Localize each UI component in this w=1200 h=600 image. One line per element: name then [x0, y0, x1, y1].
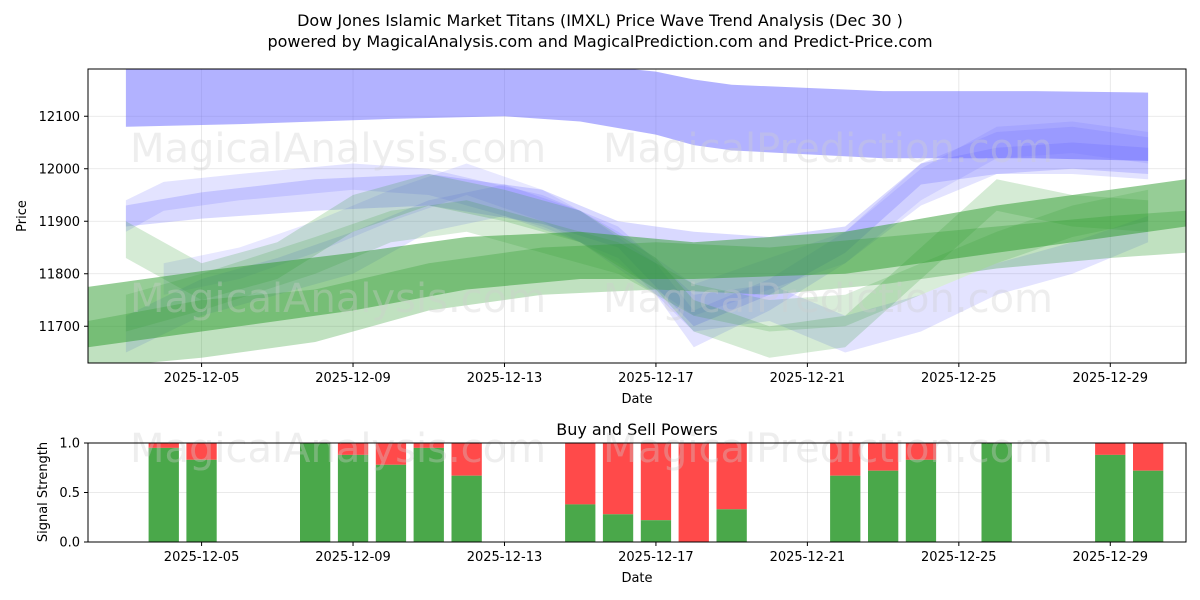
wave-band-blue-wave-2 — [125, 126, 1149, 353]
sell-bar-2025-12-05 — [186, 443, 217, 460]
buy-bar-2025-12-09 — [337, 454, 369, 542]
price-x-tick-label-3: 2025-12-17 — [618, 371, 694, 386]
power-x-tick-label-2: 2025-12-13 — [467, 550, 543, 565]
price-x-tick-label-6: 2025-12-29 — [1072, 371, 1148, 386]
watermark-prediction-bottom: MagicalPrediction.com — [603, 426, 1053, 472]
chart-title-line1: Dow Jones Islamic Market Titans (IMXL) P… — [297, 11, 903, 30]
wave-band-green-wave-top — [88, 179, 1186, 348]
buy-bar-2025-12-04 — [148, 447, 179, 542]
power-x-tick-label-0: 2025-12-05 — [164, 550, 240, 565]
sell-bar-2025-12-09 — [337, 443, 369, 455]
sell-bar-2025-12-29 — [1095, 443, 1126, 455]
price-wave-bands — [88, 69, 1186, 363]
buy-bar-2025-12-15 — [565, 504, 596, 542]
buy-bar-2025-12-30 — [1133, 470, 1164, 542]
buy-bar-2025-12-11 — [413, 447, 444, 542]
price-x-axis-label: Date — [621, 392, 652, 407]
sell-bar-2025-12-23 — [868, 443, 899, 471]
buy-bar-2025-12-26 — [981, 443, 1012, 542]
buy-bar-2025-12-17 — [640, 520, 672, 542]
price-y-tick-label-1: 11800 — [39, 267, 80, 282]
watermark-prediction-mid: MagicalPrediction.com — [603, 276, 1053, 322]
watermark-analysis-bottom: MagicalAnalysis.com — [130, 426, 546, 472]
buy-bar-2025-12-23 — [868, 470, 899, 542]
price-axes: 2025-12-05 2025-12-09 2025-12-13 2025-12-17… — [39, 110, 1148, 386]
buy-bar-2025-12-19 — [716, 509, 747, 542]
power-watermarks: MagicalAnalysis.com MagicalPrediction.co… — [130, 426, 1053, 472]
power-x-tick-label-4: 2025-12-21 — [770, 550, 846, 565]
sell-bar-2025-12-24 — [905, 443, 937, 460]
price-x-tick-label-5: 2025-12-25 — [921, 371, 997, 386]
power-x-tick-label-6: 2025-12-29 — [1072, 550, 1148, 565]
power-x-tick-label-1: 2025-12-09 — [315, 550, 391, 565]
wave-band-blue-wave-1 — [125, 142, 1149, 327]
power-x-tick-label-5: 2025-12-25 — [921, 550, 997, 565]
wave-band-green-wave-2 — [88, 210, 1186, 363]
sell-bar-2025-12-12 — [451, 443, 482, 476]
power-bars — [148, 443, 1164, 542]
price-y-tick-label-4: 12100 — [39, 110, 80, 125]
sell-bar-2025-12-04 — [148, 443, 179, 448]
buy-bar-2025-12-16 — [602, 514, 634, 542]
power-chart-title: Buy and Sell Powers — [556, 420, 718, 439]
price-x-tick-label-0: 2025-12-05 — [164, 371, 240, 386]
price-y-axis-label: Price — [15, 200, 30, 232]
power-y-axis-label: Signal Strength — [36, 442, 51, 542]
power-axes: 2025-12-05 2025-12-09 2025-12-13 2025-12-17… — [59, 437, 1148, 566]
buy-bar-2025-12-24 — [905, 459, 937, 542]
power-x-tick-label-3: 2025-12-17 — [618, 550, 694, 565]
price-y-tick-label-0: 11700 — [39, 320, 80, 335]
price-x-tick-label-4: 2025-12-21 — [770, 371, 846, 386]
buy-bar-2025-12-10 — [375, 464, 407, 542]
buy-bar-2025-12-08 — [300, 443, 331, 542]
sell-bar-2025-12-17 — [640, 443, 672, 521]
watermark-prediction-top: MagicalPrediction.com — [603, 126, 1053, 172]
buy-bar-2025-12-05 — [186, 459, 217, 542]
power-y-tick-label-1: 0.5 — [59, 486, 80, 501]
chart-title-line2: powered by MagicalAnalysis.com and Magic… — [267, 32, 932, 51]
watermark-analysis-top: MagicalAnalysis.com — [130, 126, 546, 172]
power-x-axis-label: Date — [621, 571, 652, 586]
power-y-tick-label-0: 0.0 — [59, 536, 80, 551]
sell-bar-2025-12-11 — [413, 443, 444, 448]
price-x-tick-label-2: 2025-12-13 — [467, 371, 543, 386]
price-y-tick-label-3: 12000 — [39, 162, 80, 177]
buy-bar-2025-12-29 — [1095, 454, 1126, 542]
price-x-tick-label-1: 2025-12-09 — [315, 371, 391, 386]
sell-bar-2025-12-19 — [716, 443, 747, 510]
wave-band-green-wave-4 — [125, 189, 1149, 332]
price-watermarks: MagicalAnalysis.com MagicalPrediction.co… — [130, 126, 1053, 322]
sell-bar-2025-12-16 — [602, 443, 634, 515]
price-plot-frame — [87, 68, 1187, 364]
sell-bar-2025-12-18 — [678, 443, 709, 542]
sell-bar-2025-12-30 — [1133, 443, 1164, 471]
sell-bar-2025-12-22 — [830, 443, 861, 476]
power-y-tick-label-2: 1.0 — [59, 437, 80, 452]
buy-bar-2025-12-22 — [830, 475, 861, 542]
sell-bar-2025-12-15 — [565, 443, 596, 505]
wave-band-blue-wave-top — [125, 69, 1149, 161]
wave-band-green-wave-3 — [125, 174, 1149, 358]
watermark-analysis-mid: MagicalAnalysis.com — [130, 276, 546, 322]
buy-bar-2025-12-12 — [451, 475, 482, 542]
price-y-tick-label-2: 11900 — [39, 215, 80, 230]
sell-bar-2025-12-10 — [375, 443, 407, 465]
